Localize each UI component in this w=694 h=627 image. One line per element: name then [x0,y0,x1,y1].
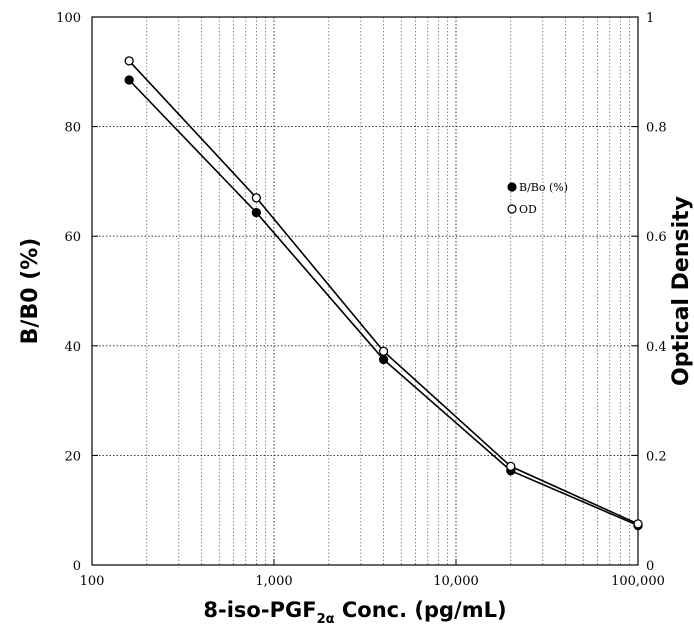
y-axis-title: B/B0 (%) [18,238,43,345]
y2-tick-label: 0 [646,559,654,574]
x-tick-label: 100 [80,574,105,589]
legend-label: B/Bo (%) [519,181,568,194]
filled-point [378,354,389,365]
y-tick-label: 100 [56,11,81,26]
y-tick-label: 0 [73,559,81,574]
plot-frame [91,16,639,566]
y2-tick-label: 0.2 [646,449,667,464]
filled-point [124,75,134,85]
x-axis-title-suffix: Conc. (pg/mL) [335,598,507,622]
ticks: 100 1,000 10,000 100,00002040608010000.20.4… [56,11,667,589]
legend-label: OD [519,203,537,216]
y-tick-label: 20 [64,449,81,464]
series-layer [124,56,643,531]
x-tick-label: 100,000 [611,574,665,589]
filled-point [251,207,262,218]
y2-axis-title: Optical Density [669,196,694,386]
open-point [633,519,643,529]
x-tick-label: 10,000 [433,574,479,589]
x-axis-title-subscript: 2α [317,612,335,627]
legend-marker [507,182,517,192]
y-tick-label: 40 [64,340,81,355]
y2-tick-label: 0.6 [646,230,667,245]
y2-tick-label: 1 [646,11,654,26]
x-tick-label: 1,000 [255,574,292,589]
y-tick-label: 80 [64,121,81,136]
x-axis-title: 8-iso-PGF2α Conc. (pg/mL) [203,598,506,627]
open-point [378,346,389,356]
legend: B/Bo (%) OD [507,181,568,216]
legend-marker [507,204,517,214]
open-point [124,56,134,66]
y2-tick-label: 0.4 [646,340,667,355]
open-point [251,193,262,203]
axis-titles: B/B0 (%) Optical Density 8-iso-PGF2α Con… [18,196,694,627]
y2-tick-label: 0.8 [646,121,667,136]
grid [92,17,638,565]
x-axis-title-prefix: 8-iso-PGF [203,598,316,622]
y-tick-label: 60 [64,230,81,245]
open-point [506,461,516,472]
